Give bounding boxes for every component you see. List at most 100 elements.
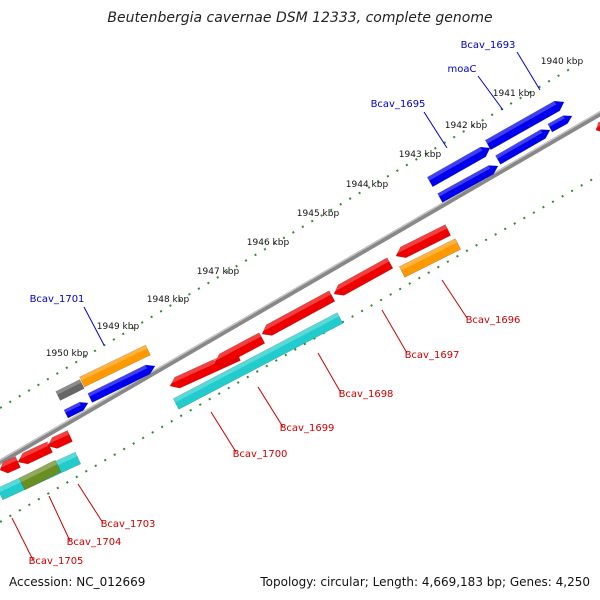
accession-text: Accession: NC_012669: [9, 575, 145, 589]
scale-label: 1948 kbp: [147, 295, 190, 305]
gene-bcav-1701: [79, 344, 151, 388]
gene-bcav-1699-body: [172, 312, 344, 410]
gene-bcav-1701-body: [79, 344, 151, 388]
gene-gray-body: [55, 379, 85, 401]
gene-red-right-body: [595, 116, 600, 133]
gene-bcav-1705-overlap: [18, 459, 62, 491]
gene-leader-line: [317, 352, 342, 394]
gene-forward-b-body: [547, 115, 573, 133]
scale-label: 1946 kbp: [247, 238, 290, 248]
gene-leader-line: [423, 111, 448, 149]
gene-layer: [0, 100, 600, 501]
gene-label-bottom: Bcav_1705: [29, 556, 84, 567]
gene-leader-line: [381, 309, 408, 354]
scale-label: 1941 kbp: [493, 89, 536, 99]
gene-bcav-1698-red-shine: [259, 290, 332, 333]
gene-bcav-1699-shine: [173, 312, 340, 403]
gene-bcav-1693-shine: [485, 101, 557, 144]
gene-red-right-shine: [593, 117, 600, 129]
gene-bcav-1695: [426, 146, 491, 188]
scale-label: 1940 kbp: [541, 57, 584, 67]
gene-bcav-1696-red-shine: [393, 224, 448, 255]
gene-bcav-1695-body: [426, 146, 491, 188]
gene-bcav-1699-red-shine: [212, 332, 262, 362]
gene-bcav-1703-red: [15, 441, 53, 465]
gene-bcav-1705-overlap-body: [18, 459, 62, 491]
gene-forward-d: [63, 402, 89, 419]
gene-gray: [55, 379, 85, 401]
map-title: Beutenbergia cavernae DSM 12333, complet…: [107, 10, 492, 26]
gene-label-top: Bcav_1693: [461, 40, 516, 51]
topology-summary: Topology: circular; Length: 4,669,183 bp…: [259, 575, 590, 589]
gene-bcav-1697-body: [333, 257, 394, 296]
gene-bcav-1693-body: [484, 100, 565, 151]
scale-label: 1943 kbp: [399, 150, 442, 160]
gene-bcav-1703-red-body: [17, 441, 53, 465]
gene-leader-line: [477, 75, 504, 111]
genome-backbone-highlight: [0, 111, 600, 461]
gene-leader-line: [48, 495, 71, 542]
gene-leader-line: [77, 483, 104, 524]
gene-forward-d-shine: [63, 402, 81, 413]
gene-label-bottom: Bcav_1697: [405, 350, 460, 361]
gene-bcav-1693: [484, 100, 565, 151]
gene-bcav-1696-shine: [399, 238, 458, 271]
gene-bcav-1701-shine: [79, 345, 148, 381]
gene-bcav-1698-red: [259, 290, 336, 336]
gene-bcav-1697: [331, 257, 394, 296]
scale-label: 1949 kbp: [97, 322, 140, 332]
gene-forward-b: [547, 115, 573, 133]
gene-leader-line: [257, 386, 284, 428]
gene-red-small-body: [47, 430, 73, 449]
gene-bcav-1699-red-body: [214, 332, 266, 365]
gene-red-right: [593, 116, 600, 133]
gene-moac-body: [495, 129, 551, 165]
gene-leader-line: [83, 306, 105, 346]
gene-bcav-1698-red-body: [261, 290, 336, 336]
outer-scale-track: [0, 65, 576, 409]
gene-label-bottom: Bcav_1704: [67, 537, 122, 548]
gene-forward-c: [87, 364, 156, 403]
gene-forward-c-body: [87, 364, 156, 403]
label-layer: 1940 kbp 1941 kbp 1942 kbp 1943 kbp 1944 kbp…: [11, 40, 584, 567]
gene-moac-shine: [495, 129, 543, 159]
gene-label-bottom: Bcav_1699: [280, 423, 335, 434]
scale-label: 1947 kbp: [197, 267, 240, 277]
gene-forward-a-body: [437, 165, 499, 203]
gene-red-left-shine: [0, 456, 18, 469]
gene-label-bottom: Bcav_1698: [339, 389, 394, 400]
inner-scale-track: [0, 174, 600, 523]
scale-label: 1944 kbp: [346, 180, 389, 190]
gene-red-left: [0, 456, 21, 474]
gene-gray-shine: [55, 379, 82, 395]
gene-bcav-1695-shine: [427, 147, 483, 181]
gene-red-left-body: [0, 456, 21, 474]
gene-bcav-1696-red-body: [395, 224, 452, 259]
gene-bcav-1696: [398, 238, 462, 278]
gene-forward-a: [437, 165, 499, 203]
gene-leader-line: [516, 51, 541, 91]
track-layer: [0, 65, 600, 523]
gene-leader-line: [210, 411, 237, 453]
gene-label-bottom: Bcav_1703: [101, 519, 156, 530]
gene-bcav-1703-red-shine: [15, 441, 50, 461]
gene-bcav-1697-shine: [331, 257, 390, 293]
genome-backbone: [0, 110, 600, 466]
gene-bcav-1699-red: [212, 332, 266, 365]
gene-red-small-shine: [45, 430, 70, 445]
gene-forward-b-shine: [547, 115, 565, 127]
scale-label: 1950 kbp: [46, 349, 89, 359]
scale-label: 1942 kbp: [445, 121, 488, 131]
scale-label: 1945 kbp: [297, 209, 340, 219]
gene-forward-d-body: [63, 402, 89, 419]
gene-red-small: [45, 430, 73, 449]
gene-label-bottom: Bcav_1696: [466, 315, 521, 326]
gene-moac: [495, 129, 551, 165]
gene-label-top: moaC: [448, 64, 477, 75]
gene-bcav-1696-body: [398, 238, 462, 278]
gene-forward-c-shine: [87, 365, 148, 397]
gene-label-top: Bcav_1701: [30, 294, 85, 305]
gene-forward-a-shine: [437, 165, 491, 197]
